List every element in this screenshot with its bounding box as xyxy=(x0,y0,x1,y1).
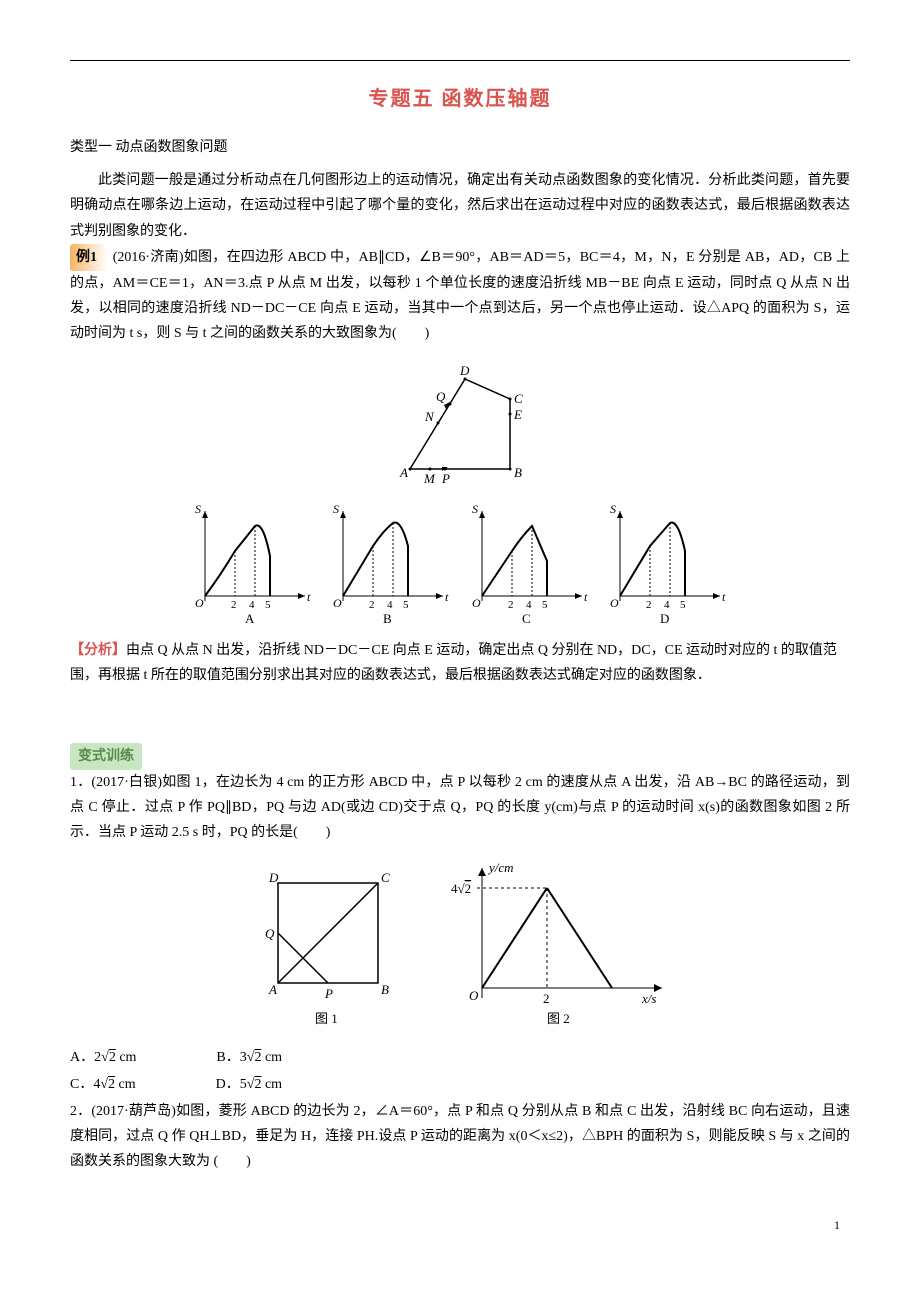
svg-text:y/cm: y/cm xyxy=(487,860,514,875)
svg-text:2: 2 xyxy=(369,599,375,611)
variant-label-wrap: 变式训练 xyxy=(70,743,850,770)
q1-opt-b: B．3√2 cm xyxy=(216,1045,282,1070)
svg-text:2: 2 xyxy=(543,991,550,1006)
svg-text:C: C xyxy=(522,611,531,626)
choice-graph-b: S t O 2 4 5 B xyxy=(323,501,458,626)
svg-text:C: C xyxy=(381,870,390,885)
svg-text:D: D xyxy=(459,363,470,378)
example1-trapezoid-figure: A M P B C E D N Q xyxy=(70,359,850,489)
trapezoid-svg: A M P B C E D N Q xyxy=(370,359,550,489)
svg-text:S: S xyxy=(195,502,201,516)
q1-body: 如图 1，在边长为 4 cm 的正方形 ABCD 中，点 P 以每秒 2 cm … xyxy=(70,775,850,840)
svg-text:A: A xyxy=(268,982,277,997)
choice-graph-d: S t O 2 4 5 D xyxy=(600,501,735,626)
svg-text:M: M xyxy=(423,471,436,486)
svg-text:4: 4 xyxy=(664,599,670,611)
q1-opt-d: D．5√2 cm xyxy=(216,1072,282,1097)
subheading: 类型一 动点函数图象问题 xyxy=(70,135,850,160)
svg-text:D: D xyxy=(660,611,669,626)
svg-text:5: 5 xyxy=(403,599,409,611)
svg-text:x/s: x/s xyxy=(641,991,656,1006)
q2-prefix: 2．(2017·葫芦岛) xyxy=(70,1104,176,1119)
q2-body: 如图，菱形 ABCD 的边长为 2，∠A＝60°，点 P 和点 Q 分别从点 B… xyxy=(70,1104,850,1169)
analysis-block: 【分析】由点 Q 从点 N 出发，沿折线 ND－DC－CE 向点 E 运动，确定… xyxy=(70,638,850,688)
svg-text:Q: Q xyxy=(265,926,275,941)
svg-text:4: 4 xyxy=(526,599,532,611)
page-number: 1 xyxy=(70,1215,850,1237)
svg-text:t: t xyxy=(722,590,726,604)
svg-text:B: B xyxy=(383,611,392,626)
svg-text:4: 4 xyxy=(387,599,393,611)
svg-text:A: A xyxy=(245,611,255,626)
intro-paragraph: 此类问题一般是通过分析动点在几何图形边上的运动情况，确定出有关动点函数图象的变化… xyxy=(70,168,850,244)
svg-text:图 1: 图 1 xyxy=(315,1011,338,1026)
svg-text:O: O xyxy=(610,596,619,610)
svg-text:A: A xyxy=(399,465,408,480)
svg-text:4: 4 xyxy=(249,599,255,611)
svg-text:2: 2 xyxy=(231,599,237,611)
svg-text:B: B xyxy=(381,982,389,997)
svg-text:2: 2 xyxy=(508,599,514,611)
svg-text:N: N xyxy=(424,409,435,424)
analysis-text: 由点 Q 从点 N 出发，沿折线 ND－DC－CE 向点 E 运动，确定出点 Q… xyxy=(70,643,837,683)
svg-text:5: 5 xyxy=(680,599,686,611)
svg-text:5: 5 xyxy=(542,599,548,611)
q1-options-row2: C．4√2 cm D．5√2 cm xyxy=(70,1072,850,1097)
example1-block: 例1 (2016·济南)如图，在四边形 ABCD 中，AB∥CD，∠B＝90°，… xyxy=(70,244,850,347)
q1-graph-svg: y/cm x/s O 4√2 2 图 2 xyxy=(447,858,677,1033)
svg-text:2: 2 xyxy=(646,599,652,611)
svg-text:t: t xyxy=(584,590,588,604)
top-rule xyxy=(70,60,850,61)
q1-prefix: 1．(2017·白银) xyxy=(70,775,162,790)
q1-square-svg: D C Q A P B 图 1 xyxy=(243,858,413,1033)
example1-choice-graphs: S t O 2 4 5 A S t O 2 4 5 B S t O 2 xyxy=(70,501,850,626)
svg-text:C: C xyxy=(514,391,523,406)
svg-text:O: O xyxy=(472,596,481,610)
svg-text:D: D xyxy=(268,870,279,885)
q1-options-row1: A．2√2 cm B．3√2 cm xyxy=(70,1045,850,1070)
analysis-label: 【分析】 xyxy=(70,643,126,658)
variant-label: 变式训练 xyxy=(70,743,142,770)
svg-text:O: O xyxy=(333,596,342,610)
svg-text:O: O xyxy=(469,988,479,1003)
svg-text:t: t xyxy=(445,590,449,604)
svg-text:t: t xyxy=(307,590,311,604)
svg-text:图 2: 图 2 xyxy=(547,1011,570,1026)
svg-text:B: B xyxy=(514,465,522,480)
svg-text:S: S xyxy=(610,502,616,516)
svg-text:4√2: 4√2 xyxy=(451,881,471,896)
svg-text:E: E xyxy=(513,407,522,422)
example-label: 例1 xyxy=(70,244,107,271)
choice-graph-c: S t O 2 4 5 C xyxy=(462,501,597,626)
q1-figures: D C Q A P B 图 1 y/cm x/s O 4√2 2 图 2 xyxy=(70,858,850,1033)
svg-text:S: S xyxy=(333,502,339,516)
q2-block: 2．(2017·葫芦岛)如图，菱形 ABCD 的边长为 2，∠A＝60°，点 P… xyxy=(70,1099,850,1175)
q1-opt-a: A．2√2 cm xyxy=(70,1045,136,1070)
q1-opt-c: C．4√2 cm xyxy=(70,1072,136,1097)
svg-text:P: P xyxy=(441,471,450,486)
svg-text:Q: Q xyxy=(436,389,446,404)
example1-body: 如图，在四边形 ABCD 中，AB∥CD，∠B＝90°，AB＝AD＝5，BC＝4… xyxy=(70,250,850,342)
svg-text:S: S xyxy=(472,502,478,516)
choice-graph-a: S t O 2 4 5 A xyxy=(185,501,320,626)
svg-text:5: 5 xyxy=(265,599,271,611)
q1-block: 1．(2017·白银)如图 1，在边长为 4 cm 的正方形 ABCD 中，点 … xyxy=(70,770,850,846)
svg-text:O: O xyxy=(195,596,204,610)
svg-text:P: P xyxy=(324,986,333,1001)
page-title: 专题五 函数压轴题 xyxy=(70,81,850,117)
example-source: (2016·济南) xyxy=(113,250,184,265)
